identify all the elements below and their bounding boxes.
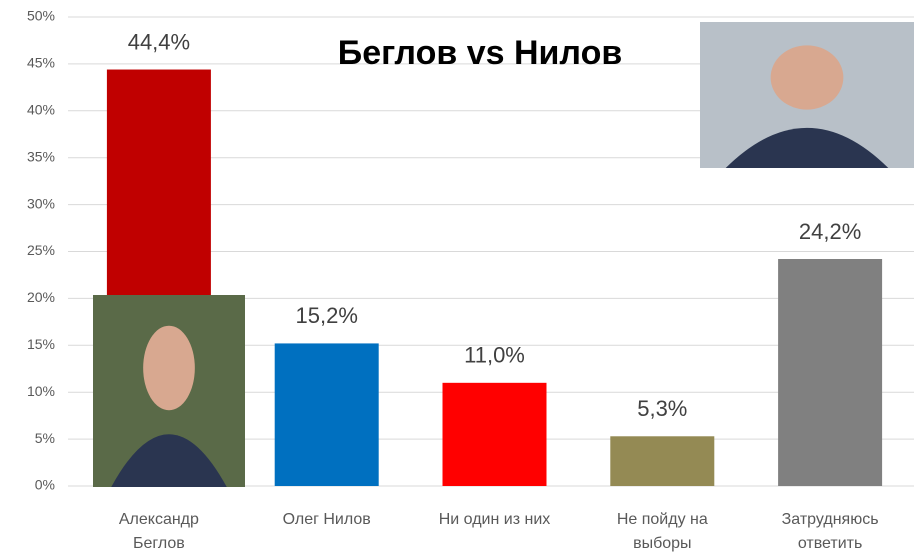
bar — [274, 343, 379, 486]
y-tick-label: 20% — [27, 289, 55, 305]
y-tick-label: 30% — [27, 195, 55, 211]
value-label: 15,2% — [296, 303, 358, 328]
bar — [610, 436, 715, 486]
value-label: 5,3% — [637, 396, 687, 421]
y-tick-label: 5% — [35, 430, 55, 446]
y-tick-label: 0% — [35, 477, 55, 493]
x-tick-label: Не пойду на выборы — [616, 511, 708, 552]
x-tick-label: Ни один из них — [438, 511, 551, 528]
y-tick-label: 25% — [27, 242, 55, 258]
bar — [442, 382, 547, 486]
x-tick-label: Олег Нилов — [282, 511, 371, 528]
value-label: 44,4% — [128, 29, 190, 54]
photo-face — [770, 45, 844, 110]
value-label: 24,2% — [799, 219, 861, 244]
y-tick-label: 10% — [27, 383, 55, 399]
value-label: 11,0% — [464, 343, 525, 368]
y-tick-label: 15% — [27, 336, 55, 352]
chart-title: Беглов vs Нилов — [338, 34, 622, 72]
photo-suit — [725, 127, 889, 168]
y-tick-label: 45% — [27, 55, 55, 71]
x-tick-label: Александр Беглов — [118, 511, 199, 552]
y-tick-label: 35% — [27, 148, 55, 164]
photo-face — [143, 325, 195, 411]
photo-suit — [111, 434, 227, 487]
bar — [778, 259, 883, 486]
y-tick-label: 40% — [27, 102, 55, 118]
x-tick-label: Затрудняюсь ответить — [781, 511, 879, 552]
y-tick-label: 50% — [27, 8, 55, 24]
